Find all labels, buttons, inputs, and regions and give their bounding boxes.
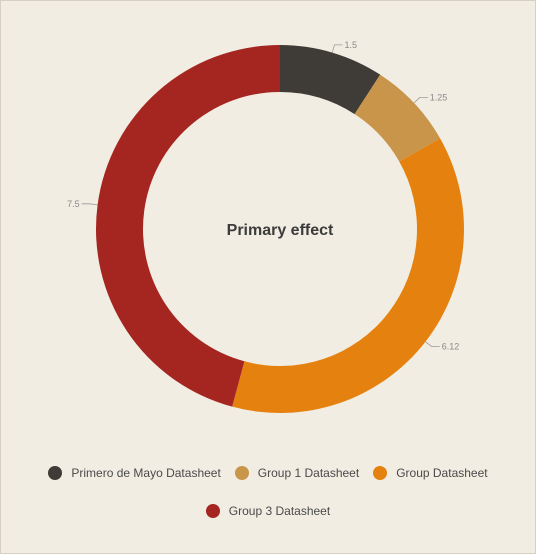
slice-primero-de-mayo-datasheet[interactable] (280, 45, 381, 115)
value-label: 6.12 (442, 342, 460, 352)
value-labels: 1.5 1.25 6.12 7.5 (67, 40, 459, 352)
legend-label: Group Datasheet (396, 466, 488, 480)
legend-item-group-3[interactable]: Group 3 Datasheet (205, 504, 331, 518)
leader-line (413, 97, 428, 104)
legend-row-2: Group 3 Datasheet (0, 500, 536, 522)
legend-label: Group 1 Datasheet (257, 466, 360, 480)
legend-swatch (205, 504, 220, 518)
value-label: 1.25 (430, 92, 448, 102)
legend-row-1: Primero de Mayo Datasheet Group 1 Datash… (0, 462, 536, 484)
leader-line (331, 44, 343, 53)
leader-line (425, 341, 440, 347)
slice-group-datasheet[interactable] (232, 138, 464, 413)
legend-swatch (48, 466, 63, 480)
legend-item-group-1[interactable]: Group 1 Datasheet (234, 466, 360, 480)
value-label: 7.5 (67, 199, 80, 209)
slice-group-1-datasheet[interactable] (354, 74, 441, 162)
legend-item-primero-de-mayo[interactable]: Primero de Mayo Datasheet (48, 466, 221, 480)
legend-item-group[interactable]: Group Datasheet (373, 466, 488, 480)
legend: Primero de Mayo Datasheet Group 1 Datash… (0, 462, 536, 538)
value-label: 1.5 (345, 40, 358, 50)
donut-slices (95, 45, 464, 413)
legend-swatch (373, 466, 388, 480)
legend-swatch (234, 466, 249, 480)
chart-title: Primary effect (227, 222, 334, 239)
leader-line (81, 203, 98, 206)
legend-label: Group 3 Datasheet (228, 504, 331, 518)
legend-label: Primero de Mayo Datasheet (71, 466, 221, 480)
slice-group-3-datasheet[interactable] (95, 45, 280, 407)
value-label-leaders (81, 44, 440, 347)
